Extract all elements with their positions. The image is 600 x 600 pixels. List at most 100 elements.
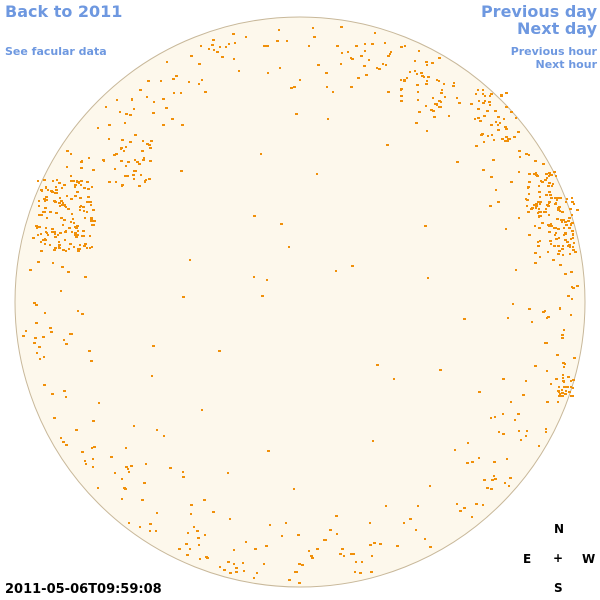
- facula: [438, 100, 441, 102]
- facula: [276, 40, 279, 42]
- facula: [190, 55, 193, 57]
- facula: [385, 64, 387, 66]
- facula: [541, 222, 544, 224]
- facula: [527, 211, 530, 213]
- facula: [74, 195, 77, 197]
- facula: [180, 92, 182, 94]
- facula: [59, 197, 61, 199]
- facula: [567, 295, 570, 297]
- facula: [505, 128, 508, 130]
- facula: [566, 241, 569, 243]
- facula: [308, 45, 310, 47]
- facula: [37, 180, 39, 182]
- facula: [54, 233, 56, 235]
- facula: [218, 350, 221, 352]
- facula: [546, 370, 548, 372]
- facula: [44, 200, 46, 202]
- next-hour-link[interactable]: Next hour: [535, 58, 598, 71]
- facula: [105, 106, 107, 108]
- facula: [570, 238, 572, 240]
- facula: [149, 530, 151, 532]
- facula: [497, 201, 500, 203]
- facula: [332, 91, 334, 93]
- facula: [400, 46, 403, 48]
- facula: [77, 250, 80, 252]
- facula: [47, 234, 49, 236]
- facula: [87, 196, 90, 198]
- facula: [54, 201, 57, 203]
- facula: [69, 333, 72, 335]
- facula: [128, 471, 130, 473]
- next-day-link[interactable]: Next day: [517, 19, 597, 38]
- facula: [504, 140, 506, 142]
- facula: [355, 561, 357, 563]
- facula: [152, 112, 155, 114]
- facula: [243, 570, 245, 572]
- facula: [545, 208, 547, 210]
- facula: [82, 206, 85, 208]
- facula: [525, 380, 527, 382]
- facula: [474, 118, 476, 120]
- facula: [547, 185, 550, 187]
- facula: [65, 396, 67, 398]
- facula: [288, 246, 290, 248]
- facula: [203, 499, 206, 501]
- facula: [426, 80, 428, 82]
- facula: [204, 534, 206, 536]
- facula: [414, 70, 416, 72]
- facula: [133, 178, 135, 180]
- facula: [548, 225, 551, 227]
- facula: [509, 477, 512, 479]
- facula: [539, 203, 541, 205]
- facula: [76, 225, 79, 227]
- facula: [121, 184, 124, 186]
- facula: [417, 99, 419, 101]
- facula: [197, 537, 200, 539]
- facula: [70, 221, 72, 223]
- facula: [385, 505, 387, 507]
- facular-link[interactable]: See facular data: [5, 45, 107, 58]
- facula: [29, 269, 32, 271]
- facula: [549, 194, 552, 196]
- facula: [61, 187, 63, 189]
- facula: [423, 76, 425, 78]
- facula: [97, 487, 99, 489]
- facula: [368, 59, 370, 61]
- facula: [64, 205, 66, 207]
- previous-day-link[interactable]: Previous day: [480, 2, 597, 21]
- timestamp: 2011-05-06T09:59:08: [5, 582, 162, 597]
- facula: [495, 189, 497, 191]
- facula: [267, 450, 270, 452]
- facula: [51, 231, 54, 233]
- facula: [513, 136, 516, 138]
- facula: [138, 163, 141, 165]
- facula: [426, 130, 428, 132]
- facula: [171, 118, 174, 120]
- facula: [34, 337, 37, 339]
- facula: [470, 103, 473, 105]
- back-link[interactable]: Back to 2011: [5, 2, 123, 21]
- facula: [45, 231, 47, 233]
- facula: [427, 76, 430, 78]
- facula: [49, 244, 51, 246]
- facula: [80, 167, 83, 169]
- facula: [552, 183, 554, 185]
- facula: [548, 175, 550, 177]
- previous-hour-link[interactable]: Previous hour: [510, 45, 597, 58]
- facula: [512, 303, 514, 305]
- facula: [81, 451, 84, 453]
- facula: [499, 122, 501, 124]
- facula: [59, 244, 61, 246]
- facula: [72, 180, 75, 182]
- facula: [538, 216, 540, 218]
- facula: [233, 549, 235, 551]
- facula: [482, 102, 485, 104]
- facula: [555, 232, 557, 234]
- facula: [242, 562, 244, 564]
- facula: [316, 548, 319, 550]
- facula: [253, 577, 255, 579]
- facula: [438, 80, 440, 82]
- facula: [87, 188, 90, 190]
- facula: [82, 230, 84, 232]
